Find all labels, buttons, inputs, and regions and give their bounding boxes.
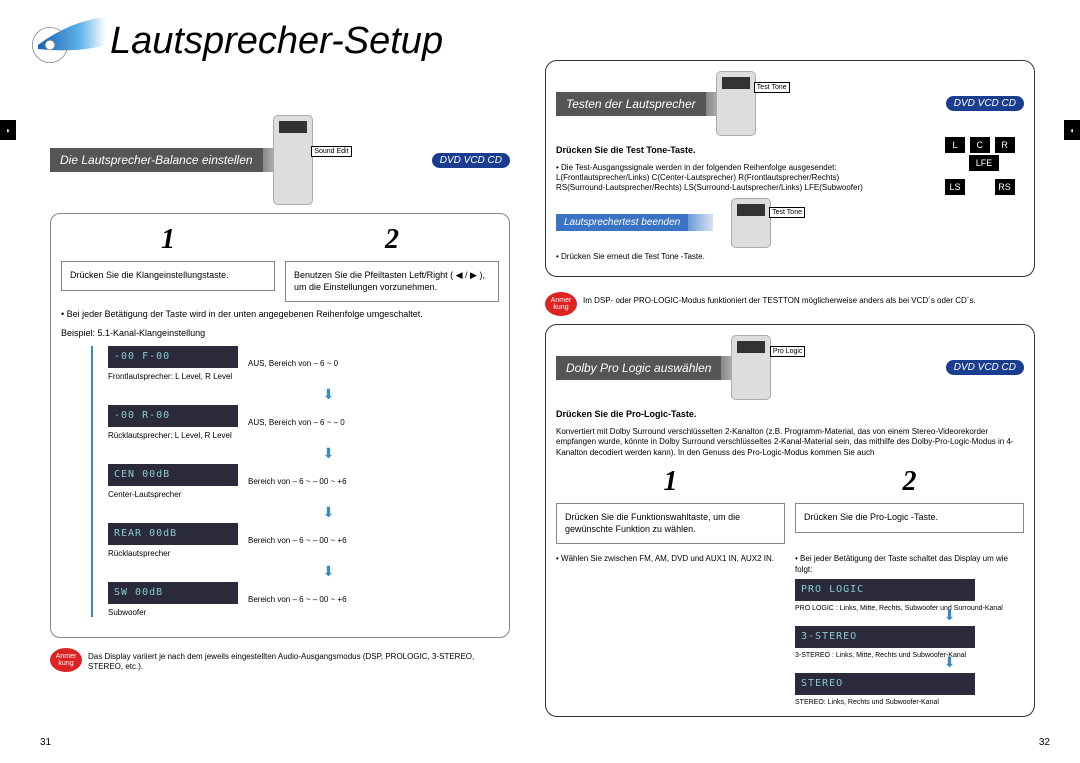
speaker-L: L xyxy=(945,137,965,153)
left-note: Anmer kung Das Display variiert je nach … xyxy=(50,648,510,677)
speaker-LS: LS xyxy=(945,179,965,195)
speaker-R: R xyxy=(995,137,1015,153)
step-1-text: Drücken Sie die Klangeinstellungstaste. xyxy=(61,261,275,291)
rb-display-0: PRO LOGIC xyxy=(795,579,975,601)
sub-title-end-test: Lautsprechertest beenden xyxy=(556,214,688,231)
flow-arrow-icon: ⬇ xyxy=(158,386,499,403)
prologic-instruction: Drücken Sie die Pro-Logic-Taste. xyxy=(556,408,1024,421)
dvd-badge: DVD VCD CD xyxy=(432,153,510,168)
speaker-LFE: LFE xyxy=(969,155,999,171)
remote-icon: Test Tone xyxy=(716,71,756,136)
right-top-title: Testen der Lautsprecher xyxy=(556,92,706,116)
display-caption-1: Rücklautsprecher: L Level, R Level xyxy=(108,431,238,440)
rb-step-1-text: Drücken Sie die Funktionswahltaste, um d… xyxy=(556,503,785,544)
display-range-0: AUS, Bereich von – 6 ~ 0 xyxy=(248,359,338,368)
left-section-header: Die Lautsprecher-Balance einstellen Soun… xyxy=(50,115,510,205)
test-tone-label: Test Tone xyxy=(754,82,790,93)
sub-bullet-text: Drücken Sie erneut die Test Tone -Taste. xyxy=(561,252,705,261)
page-title: Lautsprecher-Setup xyxy=(110,20,443,63)
display-range-3: Bereich von – 6 ~ – 00 ~ +6 xyxy=(248,536,347,545)
example-title: Beispiel: 5.1-Kanal-Klangeinstellung xyxy=(61,327,499,340)
left-section-title: Die Lautsprecher-Balance einstellen xyxy=(50,148,263,172)
rb-step-1-num: 1 xyxy=(556,466,785,498)
display-range-2: Bereich von – 6 ~ – 00 ~ +6 xyxy=(248,477,347,486)
side-tab-left: ◗ xyxy=(0,120,16,140)
sub-bullet: • Drücken Sie erneut die Test Tone -Tast… xyxy=(556,252,1024,262)
disc-header-icon xyxy=(30,10,110,80)
rb-display-2: STEREO xyxy=(795,673,975,695)
rb-left-bullet: • Wählen Sie zwischen FM, AM, DVD und AU… xyxy=(556,554,785,564)
left-note-text: Das Display variiert je nach dem jeweils… xyxy=(88,652,510,673)
speaker-grid: L C R LFE LS RS xyxy=(944,136,1024,196)
dvd-badge: DVD VCD CD xyxy=(946,360,1024,375)
right-bottom-box: Dolby Pro Logic auswählen Pro Logic DVD … xyxy=(545,324,1035,717)
right-bottom-title: Dolby Pro Logic auswählen xyxy=(556,356,721,380)
left-steps-box: 1 Drücken Sie die Klangeinstellungstaste… xyxy=(50,213,510,638)
remote-icon: Test Tone xyxy=(731,198,771,248)
right-top-note: Anmer kung Im DSP- oder PRO-LOGIC-Modus … xyxy=(545,292,1035,316)
right-top-note-text: Im DSP- oder PRO-LOGIC-Modus funktionier… xyxy=(583,296,976,306)
display-range-4: Bereich von – 6 ~ – 00 ~ +6 xyxy=(248,595,347,604)
flow-arrow-icon: ⬇ xyxy=(158,563,499,580)
rb-step-2-num: 2 xyxy=(795,466,1024,498)
remote-icon: Pro Logic xyxy=(731,335,771,400)
rb-right-bullet-text: Bei jeder Betätigung der Taste schaltet … xyxy=(795,554,1008,573)
display-caption-2: Center-Lautsprecher xyxy=(108,490,238,499)
display-caption-0: Frontlautsprecher: L Level, R Level xyxy=(108,372,238,381)
display-panel-0: -00 F-00 xyxy=(108,346,238,368)
right-top-box: Testen der Lautsprecher Test Tone DVD VC… xyxy=(545,60,1035,277)
right-column: Testen der Lautsprecher Test Tone DVD VC… xyxy=(545,60,1035,717)
remote-icon: Sound Edit xyxy=(273,115,313,205)
rb-right-bullet: • Bei jeder Betätigung der Taste schalte… xyxy=(795,554,1024,575)
test-bullet: • Die Test-Ausgangssignale werden in der… xyxy=(556,163,866,194)
page-number-left: 31 xyxy=(40,737,51,748)
speaker-C: C xyxy=(970,137,990,153)
flow-arrow-icon: ⬇ xyxy=(158,445,499,462)
rb-caption-0: PRO LOGIC : Links, Mitte, Rechts, Subwoo… xyxy=(795,605,1024,612)
prologic-blurb: Konvertiert mit Dolby Surround verschlüs… xyxy=(556,427,1024,458)
display-panel-3: REAR 00dB xyxy=(108,523,238,545)
display-group: -00 F-00 Frontlautsprecher: L Level, R L… xyxy=(91,346,499,617)
rb-display-1: 3-STEREO xyxy=(795,626,975,648)
step-2-text: Benutzen Sie die Pfeiltasten Left/Right … xyxy=(285,261,499,302)
step-1-num: 1 xyxy=(61,224,275,256)
display-caption-4: Subwoofer xyxy=(108,608,238,617)
rb-step-2-text: Drücken Sie die Pro-Logic -Taste. xyxy=(795,503,1024,533)
display-panel-2: CEN 00dB xyxy=(108,464,238,486)
dvd-badge: DVD VCD CD xyxy=(946,96,1024,111)
display-caption-3: Rücklautsprecher xyxy=(108,549,238,558)
flow-arrow-icon: ⬇ xyxy=(158,504,499,521)
step-2-num: 2 xyxy=(285,224,499,256)
page-number-right: 32 xyxy=(1039,737,1050,748)
speaker-RS: RS xyxy=(995,179,1015,195)
sound-edit-label: Sound Edit xyxy=(311,146,351,157)
left-column: Die Lautsprecher-Balance einstellen Soun… xyxy=(50,115,510,684)
left-bullet-text: Bei jeder Betätigung der Taste wird in d… xyxy=(67,309,423,319)
note-icon: Anmer kung xyxy=(50,648,82,672)
rb-left-bullet-text: Wählen Sie zwischen FM, AM, DVD und AUX1… xyxy=(561,554,774,563)
display-panel-4: SW 00dB xyxy=(108,582,238,604)
left-bullet: • Bei jeder Betätigung der Taste wird in… xyxy=(61,308,499,321)
display-panel-1: -00 R-00 xyxy=(108,405,238,427)
test-tone-label-2: Test Tone xyxy=(769,207,805,218)
note-icon: Anmer kung xyxy=(545,292,577,316)
rb-caption-2: STEREO: Links, Rechts und Subwoofer-Kana… xyxy=(795,699,1024,706)
side-tab-right: ◖ xyxy=(1064,120,1080,140)
pro-logic-label: Pro Logic xyxy=(770,346,806,357)
test-bullet-text: Die Test-Ausgangssignale werden in der f… xyxy=(556,163,863,193)
display-range-1: AUS, Bereich von – 6 ~ – 0 xyxy=(248,418,345,427)
